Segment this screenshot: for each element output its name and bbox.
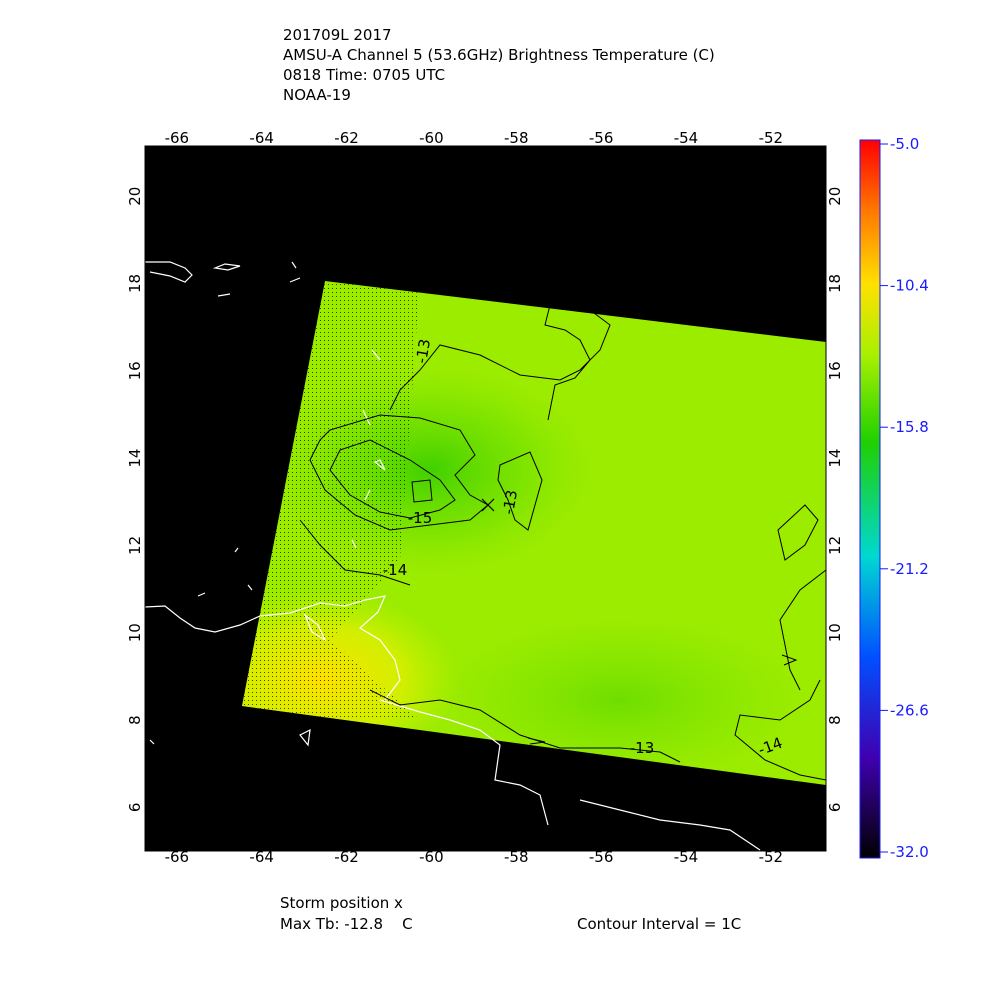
lon-label-bottom: -58 — [504, 848, 529, 866]
lon-label-top: -64 — [249, 129, 274, 147]
colorbar: -5.0 -10.4 -15.8 -21.2 -26.6 -32.0 — [859, 135, 929, 861]
coastline — [144, 595, 401, 701]
lat-label-right: 10 — [826, 623, 844, 642]
contour-line — [389, 369, 421, 411]
contour-line — [779, 569, 827, 691]
contour-line — [419, 304, 611, 421]
lon-label-bottom: -66 — [165, 848, 190, 866]
title-line: AMSU-A Channel 5 (53.6GHz) Brightness Te… — [283, 46, 715, 64]
contour-line — [777, 504, 819, 666]
lon-label-top: -54 — [674, 129, 699, 147]
lat-label-left: 18 — [126, 274, 144, 293]
colorbar-label: -15.8 — [890, 418, 929, 436]
swath — [242, 281, 826, 785]
lat-label-right: 18 — [826, 274, 844, 293]
contour-labels: -13-15-14-13-13 -14 — [383, 338, 785, 759]
storm-note: Storm position x — [280, 894, 403, 912]
contour-label: -13 — [630, 739, 655, 757]
coastline — [149, 547, 327, 747]
lat-label-left: 8 — [126, 715, 144, 725]
storm-position — [481, 498, 495, 512]
contour-line — [369, 689, 681, 763]
lat-label-left: 6 — [126, 803, 144, 813]
lat-label-right: 14 — [826, 449, 844, 468]
colorbar-label: -26.6 — [890, 701, 929, 719]
lat-label-left: 20 — [126, 187, 144, 206]
lat-label-left: 12 — [126, 536, 144, 555]
lat-label-right: 8 — [826, 715, 844, 725]
contour-label: -13 — [499, 489, 521, 516]
title-line: NOAA-19 — [283, 86, 351, 104]
lon-label-bottom: -62 — [334, 848, 359, 866]
colorbar-label: -10.4 — [890, 277, 929, 295]
contour-line — [329, 439, 456, 519]
lat-label-left: 10 — [126, 623, 144, 642]
contour-line — [411, 479, 433, 503]
lat-label-left: 14 — [126, 449, 144, 468]
contours — [299, 304, 827, 781]
contour-label: -15 — [408, 509, 433, 527]
contour-line — [734, 679, 827, 781]
colorbar-gradient — [859, 139, 881, 859]
colorbar-label: -5.0 — [890, 135, 919, 153]
lon-label-top: -62 — [334, 129, 359, 147]
lon-label-bottom: -60 — [419, 848, 444, 866]
coastline — [351, 349, 386, 549]
contour-label: -14 — [383, 561, 408, 579]
colorbar-label: -21.2 — [890, 560, 929, 578]
map-frame — [144, 145, 827, 852]
contour-line — [299, 519, 411, 586]
header: 201709L 2017 AMSU-A Channel 5 (53.6GHz) B… — [283, 26, 715, 104]
lat-label-right: 20 — [826, 187, 844, 206]
lon-label-bottom: -64 — [249, 848, 274, 866]
storm-marker — [481, 498, 495, 512]
lon-label-top: -52 — [759, 129, 784, 147]
title-line: 0818 Time: 0705 UTC — [283, 66, 445, 84]
axes: -66 -66 -64 -64 -62 -62 -60 -60 -58 -58 -56 -56 -54 -… — [126, 129, 844, 866]
lat-label-right: 6 — [826, 803, 844, 813]
coastlines — [144, 261, 761, 851]
lon-label-bottom: -54 — [674, 848, 699, 866]
lon-label-bottom: -52 — [759, 848, 784, 866]
lat-label-right: 16 — [826, 361, 844, 380]
contour-line — [309, 414, 489, 531]
contour-interval: Contour Interval = 1C — [577, 915, 741, 933]
max-tb: Max Tb: -12.8 C — [280, 915, 413, 933]
contour-line — [497, 451, 543, 531]
lon-label-top: -66 — [165, 129, 190, 147]
lon-label-top: -60 — [419, 129, 444, 147]
lon-label-top: -58 — [504, 129, 529, 147]
coastline — [579, 799, 761, 851]
coastline — [212, 261, 301, 297]
contour-line — [527, 737, 546, 745]
lon-label-bottom: -56 — [589, 848, 614, 866]
title-line: 201709L 2017 — [283, 26, 392, 44]
colorbar-label: -32.0 — [890, 843, 929, 861]
coastline — [379, 699, 549, 826]
coastline — [145, 261, 193, 283]
contour-label: -13 — [412, 338, 434, 365]
lat-label-left: 16 — [126, 361, 144, 380]
lon-label-top: -56 — [589, 129, 614, 147]
lat-label-right: 12 — [826, 536, 844, 555]
